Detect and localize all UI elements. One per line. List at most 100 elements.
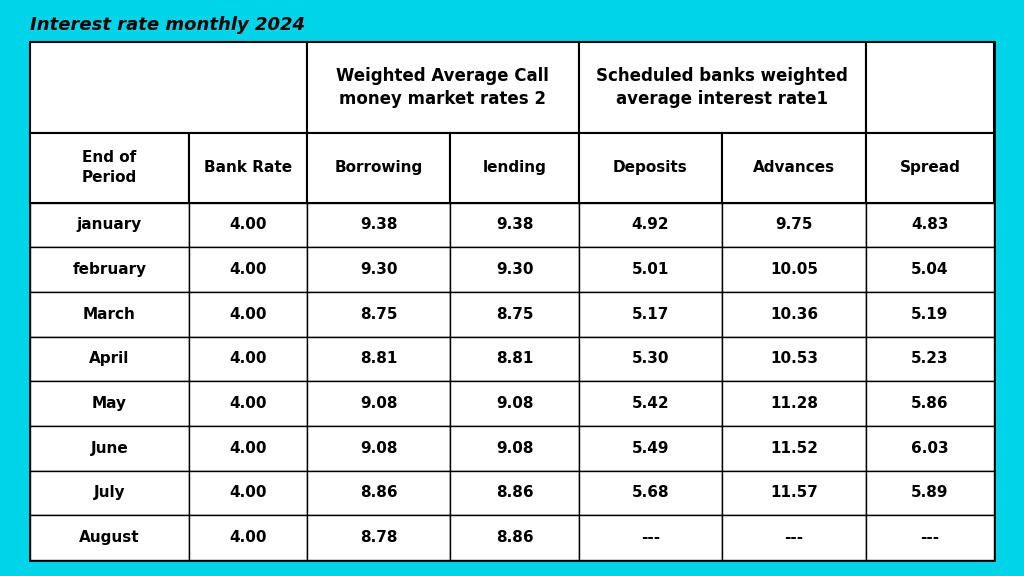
Bar	[307, 292, 451, 336]
Bar	[579, 42, 866, 132]
Text: Scheduled banks weighted
average interest rate1: Scheduled banks weighted average interes…	[596, 66, 848, 108]
Bar	[30, 381, 189, 426]
Bar	[30, 471, 189, 516]
Bar	[866, 292, 994, 336]
Bar	[579, 381, 722, 426]
Text: 10.05: 10.05	[770, 262, 818, 277]
Text: ---: ---	[921, 530, 939, 545]
Text: Advances: Advances	[753, 160, 836, 175]
Bar	[451, 292, 579, 336]
Text: 4.00: 4.00	[229, 217, 266, 233]
Bar	[722, 336, 866, 381]
Bar	[451, 336, 579, 381]
Text: 5.01: 5.01	[632, 262, 669, 277]
Bar	[579, 336, 722, 381]
Bar	[722, 471, 866, 516]
Text: 5.68: 5.68	[632, 486, 670, 501]
Bar	[866, 381, 994, 426]
Bar	[451, 381, 579, 426]
Text: 5.89: 5.89	[911, 486, 948, 501]
Bar	[451, 132, 579, 203]
Text: 8.75: 8.75	[359, 307, 397, 322]
Text: 4.83: 4.83	[911, 217, 948, 233]
Bar	[866, 471, 994, 516]
Bar	[451, 471, 579, 516]
Text: Spread: Spread	[899, 160, 961, 175]
Text: 4.00: 4.00	[229, 351, 266, 366]
Bar	[722, 292, 866, 336]
Bar	[866, 516, 994, 560]
Text: Weighted Average Call
money market rates 2: Weighted Average Call money market rates…	[336, 66, 549, 108]
Text: March: March	[83, 307, 136, 322]
Text: 11.28: 11.28	[770, 396, 818, 411]
Text: 10.36: 10.36	[770, 307, 818, 322]
Text: 8.86: 8.86	[359, 486, 397, 501]
Text: Deposits: Deposits	[613, 160, 688, 175]
Text: April: April	[89, 351, 130, 366]
Text: 9.30: 9.30	[359, 262, 397, 277]
Text: 5.17: 5.17	[632, 307, 669, 322]
Text: End of
Period: End of Period	[82, 150, 137, 185]
Text: Bank Rate: Bank Rate	[204, 160, 292, 175]
Bar	[307, 132, 451, 203]
Text: 9.08: 9.08	[496, 396, 534, 411]
Text: 4.00: 4.00	[229, 307, 266, 322]
Text: 5.23: 5.23	[911, 351, 948, 366]
Bar	[189, 471, 307, 516]
Bar	[866, 426, 994, 471]
Bar	[189, 203, 307, 247]
Bar	[307, 516, 451, 560]
Text: 4.00: 4.00	[229, 396, 266, 411]
Bar	[30, 42, 994, 560]
Bar	[451, 247, 579, 292]
Text: ---: ---	[641, 530, 660, 545]
Bar	[30, 292, 189, 336]
Text: 11.52: 11.52	[770, 441, 818, 456]
Text: 9.38: 9.38	[359, 217, 397, 233]
Bar	[30, 42, 307, 132]
Bar	[307, 471, 451, 516]
Text: Interest rate monthly 2024: Interest rate monthly 2024	[30, 16, 305, 34]
Text: 11.57: 11.57	[770, 486, 818, 501]
Bar	[451, 426, 579, 471]
Bar	[722, 381, 866, 426]
Text: lending: lending	[482, 160, 547, 175]
Text: June: June	[90, 441, 128, 456]
Bar	[30, 132, 189, 203]
Text: 5.30: 5.30	[632, 351, 670, 366]
Bar	[866, 132, 994, 203]
Bar	[307, 426, 451, 471]
Bar	[866, 42, 994, 132]
Text: february: february	[73, 262, 146, 277]
Text: 9.38: 9.38	[496, 217, 534, 233]
Bar	[307, 336, 451, 381]
Bar	[722, 516, 866, 560]
Bar	[579, 292, 722, 336]
Text: 9.08: 9.08	[496, 441, 534, 456]
Text: July: July	[93, 486, 125, 501]
Text: 5.42: 5.42	[632, 396, 670, 411]
Text: 5.19: 5.19	[911, 307, 948, 322]
Text: 10.53: 10.53	[770, 351, 818, 366]
Bar	[189, 247, 307, 292]
Text: 5.86: 5.86	[911, 396, 948, 411]
Bar	[189, 381, 307, 426]
Bar	[307, 42, 579, 132]
Bar	[30, 203, 189, 247]
Bar	[579, 471, 722, 516]
Bar	[451, 516, 579, 560]
Bar	[722, 203, 866, 247]
Text: 8.81: 8.81	[496, 351, 534, 366]
Bar	[307, 247, 451, 292]
Text: 5.04: 5.04	[911, 262, 948, 277]
Text: 9.30: 9.30	[496, 262, 534, 277]
Bar	[579, 516, 722, 560]
Text: 4.00: 4.00	[229, 530, 266, 545]
Text: 8.86: 8.86	[496, 530, 534, 545]
Bar	[722, 426, 866, 471]
Bar	[30, 336, 189, 381]
Text: May: May	[92, 396, 127, 411]
Text: 4.00: 4.00	[229, 486, 266, 501]
Bar	[866, 247, 994, 292]
Bar	[579, 132, 722, 203]
